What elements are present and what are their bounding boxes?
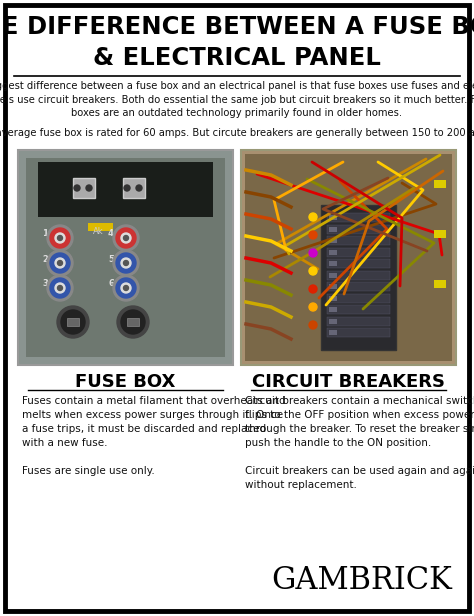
Bar xyxy=(329,307,337,312)
Circle shape xyxy=(47,250,73,276)
Bar xyxy=(327,270,390,280)
Circle shape xyxy=(116,253,136,273)
Bar xyxy=(67,318,79,326)
Circle shape xyxy=(121,233,131,243)
Circle shape xyxy=(309,285,317,293)
Bar xyxy=(327,224,390,233)
Text: 5: 5 xyxy=(108,254,114,264)
Bar xyxy=(434,280,446,288)
Text: 3: 3 xyxy=(42,280,48,288)
Text: Ak: Ak xyxy=(93,227,103,237)
Bar xyxy=(329,330,337,335)
Circle shape xyxy=(121,310,145,334)
Bar xyxy=(327,328,390,337)
Circle shape xyxy=(47,225,73,251)
Bar xyxy=(88,223,113,231)
Bar xyxy=(327,293,390,302)
Text: 2: 2 xyxy=(42,254,48,264)
Bar xyxy=(434,230,446,238)
Circle shape xyxy=(57,285,63,291)
Text: The biggest difference between a fuse box and an electrical panel is that fuse b: The biggest difference between a fuse bo… xyxy=(0,81,474,118)
Circle shape xyxy=(55,283,65,293)
Circle shape xyxy=(113,275,139,301)
Bar xyxy=(127,318,139,326)
Circle shape xyxy=(113,225,139,251)
Bar xyxy=(327,213,390,222)
Circle shape xyxy=(121,283,131,293)
Circle shape xyxy=(116,228,136,248)
Circle shape xyxy=(55,258,65,268)
Bar xyxy=(73,178,95,198)
Bar xyxy=(434,180,446,188)
Circle shape xyxy=(57,261,63,265)
Circle shape xyxy=(124,261,128,265)
Bar xyxy=(26,158,225,357)
Text: GAMBRICK: GAMBRICK xyxy=(271,565,452,596)
Text: Fuses contain a metal filament that overheats and
melts when excess power surges: Fuses contain a metal filament that over… xyxy=(22,396,286,476)
Circle shape xyxy=(309,249,317,257)
Circle shape xyxy=(50,278,70,298)
Circle shape xyxy=(117,306,149,338)
Circle shape xyxy=(57,235,63,240)
Circle shape xyxy=(124,235,128,240)
Bar xyxy=(123,178,145,198)
Text: 6: 6 xyxy=(108,280,114,288)
Bar xyxy=(329,318,337,323)
Bar xyxy=(329,284,337,289)
Text: CIRCUIT BREAKERS: CIRCUIT BREAKERS xyxy=(252,373,445,391)
Bar xyxy=(327,282,390,291)
Circle shape xyxy=(55,233,65,243)
Circle shape xyxy=(57,306,89,338)
Text: THE DIFFERENCE BETWEEN A FUSE BOX: THE DIFFERENCE BETWEEN A FUSE BOX xyxy=(0,15,474,39)
Circle shape xyxy=(121,258,131,268)
Bar xyxy=(245,154,452,361)
Bar xyxy=(329,227,337,232)
Circle shape xyxy=(74,185,80,191)
Bar xyxy=(329,296,337,301)
Circle shape xyxy=(50,253,70,273)
Circle shape xyxy=(124,285,128,291)
Text: 1: 1 xyxy=(42,230,48,238)
Circle shape xyxy=(309,231,317,239)
Bar xyxy=(329,272,337,277)
Bar xyxy=(321,205,396,350)
Bar xyxy=(327,259,390,268)
Bar xyxy=(327,305,390,314)
Text: 4: 4 xyxy=(108,230,114,238)
Circle shape xyxy=(50,228,70,248)
Text: Circuit breakers contain a mechanical switch that
flips to the OFF position when: Circuit breakers contain a mechanical sw… xyxy=(245,396,474,490)
Circle shape xyxy=(136,185,142,191)
Circle shape xyxy=(116,278,136,298)
Bar xyxy=(329,215,337,220)
Circle shape xyxy=(309,321,317,329)
Bar xyxy=(241,150,456,365)
Circle shape xyxy=(309,213,317,221)
Circle shape xyxy=(309,303,317,311)
Bar xyxy=(38,162,213,217)
Bar xyxy=(327,317,390,325)
Circle shape xyxy=(124,185,130,191)
Text: FUSE BOX: FUSE BOX xyxy=(75,373,176,391)
Circle shape xyxy=(86,185,92,191)
Bar xyxy=(327,236,390,245)
Bar xyxy=(327,248,390,256)
Circle shape xyxy=(309,267,317,275)
Bar xyxy=(18,150,233,365)
Bar xyxy=(329,238,337,243)
Circle shape xyxy=(61,310,85,334)
Text: & ELECTRICAL PANEL: & ELECTRICAL PANEL xyxy=(93,46,381,70)
Bar xyxy=(329,261,337,266)
Circle shape xyxy=(113,250,139,276)
Circle shape xyxy=(47,275,73,301)
Bar xyxy=(329,249,337,254)
Text: The average fuse box is rated for 60 amps. But circute breakers are generally be: The average fuse box is rated for 60 amp… xyxy=(0,128,474,138)
